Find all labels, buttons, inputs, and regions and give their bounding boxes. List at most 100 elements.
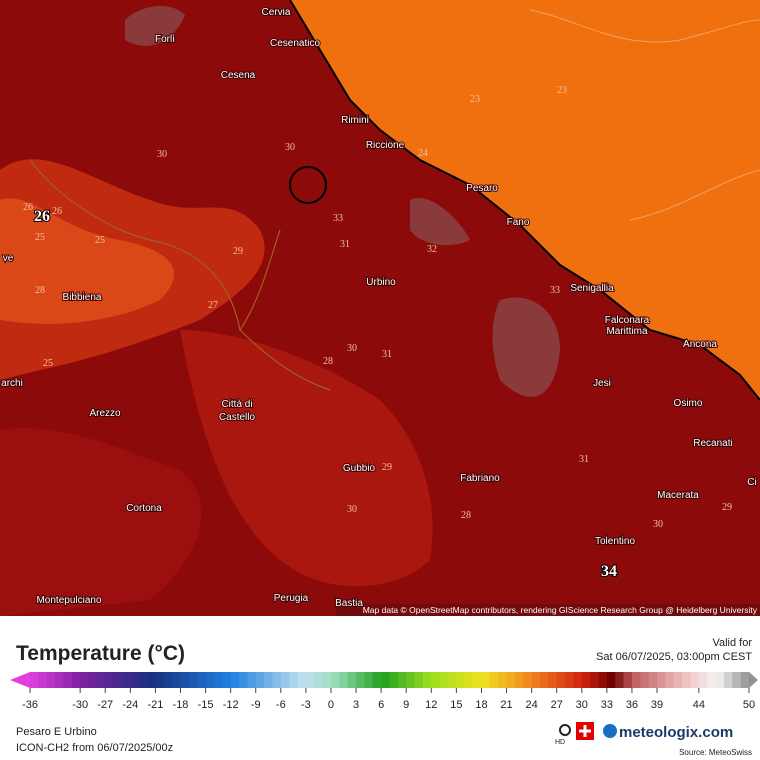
scale-swatch bbox=[372, 672, 382, 688]
scale-tick-label: 24 bbox=[526, 699, 538, 711]
warm-zone bbox=[180, 330, 433, 587]
scale-swatch bbox=[88, 672, 98, 688]
scale-swatch bbox=[138, 672, 148, 688]
scale-swatch bbox=[205, 672, 215, 688]
scale-swatch bbox=[155, 672, 165, 688]
city-label: Bibbiena bbox=[63, 292, 102, 303]
scale-swatch bbox=[481, 672, 491, 688]
hot-zone bbox=[0, 198, 175, 324]
scale-swatch bbox=[473, 672, 482, 688]
city-label: Marittima bbox=[606, 326, 648, 337]
scale-tick-label: 21 bbox=[500, 699, 512, 711]
contour-label: 28 bbox=[35, 285, 45, 296]
scale-arrow bbox=[10, 672, 30, 688]
swiss-cross bbox=[579, 725, 591, 737]
contour-label: 29 bbox=[382, 462, 392, 473]
scale-swatch bbox=[640, 672, 650, 688]
city-label: Città di bbox=[221, 399, 252, 410]
contour-label: 24 bbox=[418, 148, 428, 159]
scale-swatch bbox=[46, 672, 56, 688]
scale-swatch bbox=[289, 672, 299, 688]
scale-swatch bbox=[414, 672, 424, 688]
scale-swatch bbox=[105, 672, 115, 688]
hot-patch bbox=[125, 5, 185, 46]
legend-title: Temperature (°C) bbox=[16, 642, 185, 665]
scale-swatch bbox=[431, 672, 441, 688]
scale-swatch bbox=[113, 672, 123, 688]
scale-tick-label: -36 bbox=[22, 699, 38, 711]
contour-label: 25 bbox=[95, 235, 105, 246]
scale-swatch bbox=[147, 672, 156, 688]
scale-swatch bbox=[581, 672, 591, 688]
scale-swatch bbox=[163, 672, 173, 688]
scale-swatch bbox=[615, 672, 625, 688]
scale-swatch bbox=[397, 672, 407, 688]
scale-tick-label: 39 bbox=[651, 699, 663, 711]
city-label: Rimini bbox=[341, 115, 369, 126]
contour-label: 26 bbox=[23, 202, 33, 213]
scale-swatch bbox=[723, 672, 733, 688]
scale-tick-label: 15 bbox=[450, 699, 462, 711]
model-run: ICON-CH2 from 06/07/2025/00z bbox=[16, 742, 173, 754]
scale-swatch bbox=[255, 672, 265, 688]
scale-tick-label: 0 bbox=[328, 699, 334, 711]
contour-label: 30 bbox=[347, 504, 357, 515]
contour-label: 31 bbox=[340, 239, 350, 250]
attribution-bg bbox=[336, 604, 760, 616]
scale-tick-label: 33 bbox=[601, 699, 613, 711]
contour-label: 30 bbox=[157, 149, 167, 160]
city-label: Falconara bbox=[605, 315, 650, 326]
scale-swatch bbox=[121, 672, 131, 688]
contour-label: 33 bbox=[333, 213, 343, 224]
city-label: Castello bbox=[219, 412, 256, 423]
scale-tick-label: 27 bbox=[551, 699, 563, 711]
city-label: Ci bbox=[747, 477, 756, 488]
scale-swatch bbox=[197, 672, 207, 688]
contour-label: 23 bbox=[470, 94, 480, 105]
scale-swatch bbox=[523, 672, 533, 688]
contour-label: 29 bbox=[722, 502, 732, 513]
scale-swatch bbox=[598, 672, 608, 688]
scale-swatch bbox=[732, 672, 742, 688]
scale-swatch bbox=[648, 672, 658, 688]
search-icon bbox=[559, 724, 571, 736]
scale-swatch bbox=[264, 672, 273, 688]
scale-swatch bbox=[439, 672, 449, 688]
scale-swatch bbox=[63, 672, 73, 688]
hot-patch bbox=[492, 297, 560, 397]
scale-swatch bbox=[247, 672, 257, 688]
attribution: Map data © OpenStreetMap contributors, r… bbox=[363, 605, 758, 615]
boundary bbox=[529, 9, 760, 221]
city-label: Montepulciano bbox=[36, 595, 101, 606]
scale-swatch bbox=[180, 672, 190, 688]
scale-swatch bbox=[188, 672, 198, 688]
scale-swatch bbox=[389, 672, 399, 688]
city-label: Tolentino bbox=[595, 536, 635, 547]
scale-swatch bbox=[297, 672, 307, 688]
scale-tick-label: -24 bbox=[122, 699, 138, 711]
scale-tick-label: -18 bbox=[173, 699, 189, 711]
contour-label: 27 bbox=[208, 300, 218, 311]
city-label: Macerata bbox=[657, 490, 699, 501]
city-label: Fabriano bbox=[460, 473, 500, 484]
scale-swatch bbox=[339, 672, 349, 688]
scale-tick-label: -3 bbox=[301, 699, 311, 711]
scale-swatch bbox=[314, 672, 324, 688]
city-label: Senigallia bbox=[570, 283, 614, 294]
scale-tick-label: -21 bbox=[147, 699, 163, 711]
scale-swatch bbox=[715, 672, 725, 688]
legend: Temperature (°C) Valid for Sat 06/07/202… bbox=[10, 637, 758, 757]
scale-swatch bbox=[698, 672, 708, 688]
scale-tick-label: -12 bbox=[223, 699, 239, 711]
scale-swatch bbox=[539, 672, 549, 688]
contour-label: 30 bbox=[285, 142, 295, 153]
city-label: Cesena bbox=[221, 70, 256, 81]
city-label: Fano bbox=[507, 217, 530, 228]
city-label: Osimo bbox=[674, 398, 703, 409]
scale-swatch bbox=[548, 672, 558, 688]
scale-swatch bbox=[172, 672, 181, 688]
contour-label: 28 bbox=[323, 356, 333, 367]
scale-tick-label: -6 bbox=[276, 699, 286, 711]
scale-swatch bbox=[330, 672, 340, 688]
